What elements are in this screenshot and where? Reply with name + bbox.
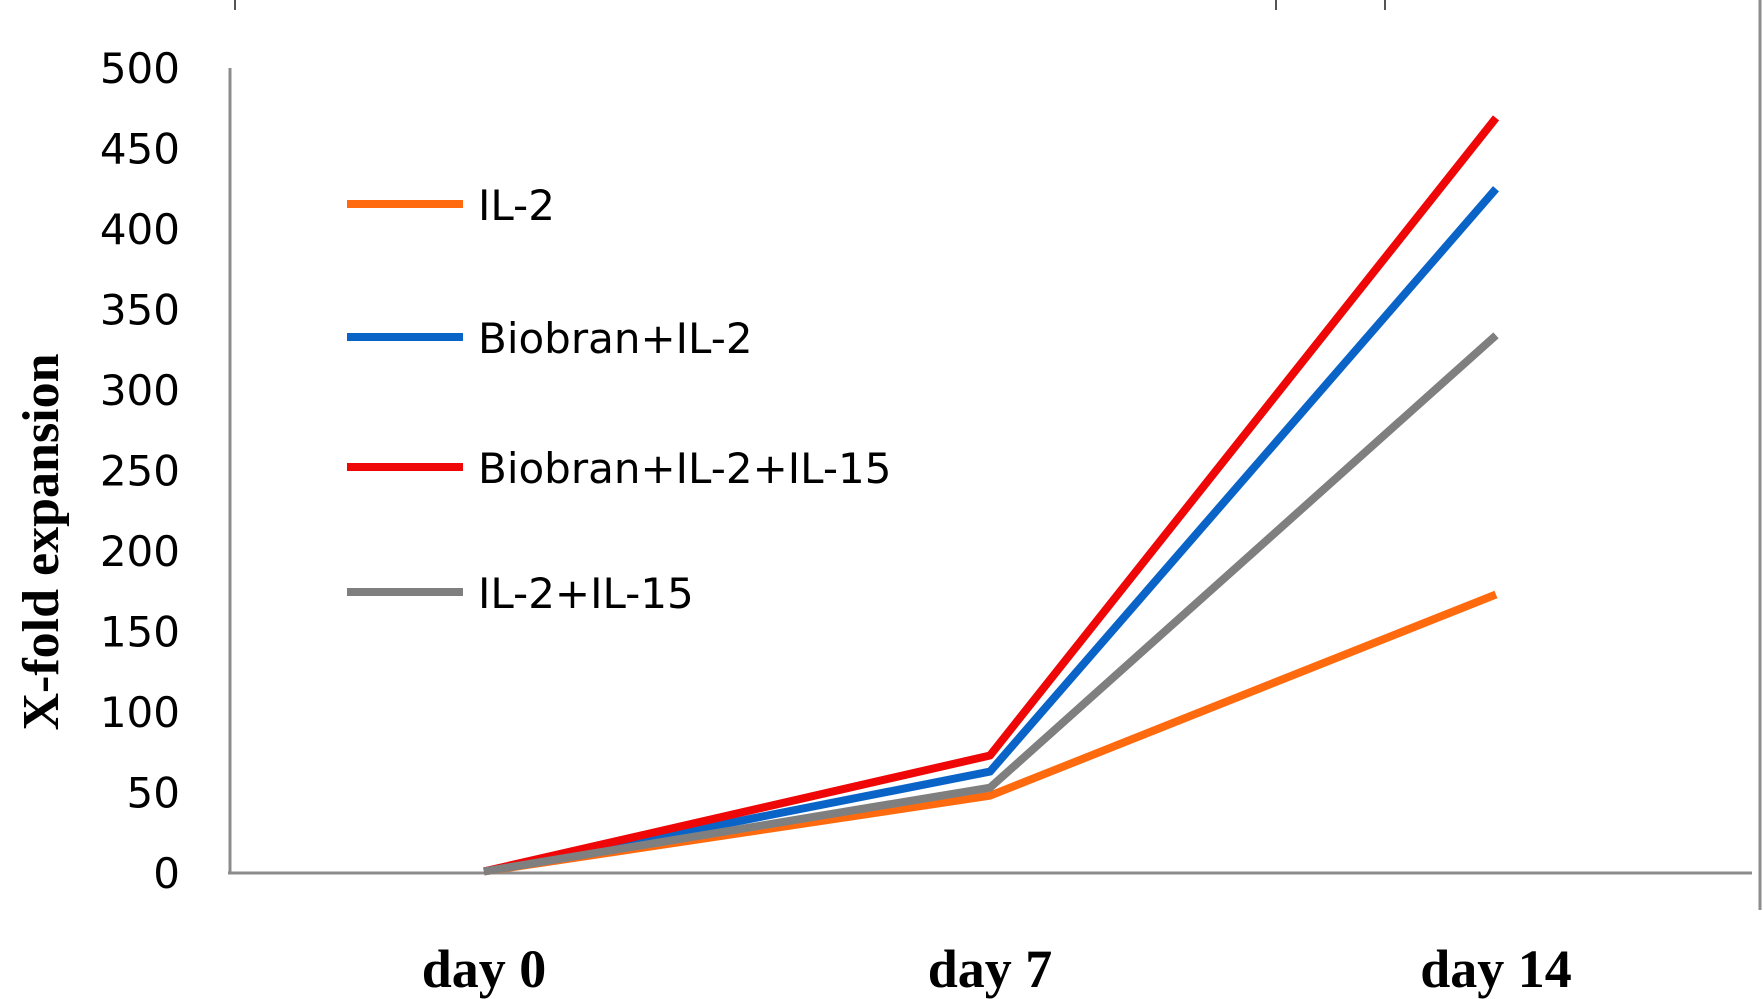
y-axis-title: X-fold expansion	[13, 353, 70, 730]
series-line-biobran-il-2-il-15	[483, 115, 1500, 876]
legend: IL-2 Biobran+IL-2 Biobran+IL-2+IL-15 IL-2+I…	[347, 181, 891, 618]
y-tick-label: 150	[100, 608, 180, 657]
y-tick-label: 500	[100, 44, 180, 93]
y-tick-label: 100	[100, 688, 180, 737]
y-tick-label: 200	[100, 527, 180, 576]
legend-label: Biobran+IL-2+IL-15	[478, 444, 891, 493]
y-tick-label: 250	[100, 447, 180, 496]
y-tick-labels: 0 50 100 150 200 250 300 350 400 450 500	[100, 44, 180, 898]
y-tick-label: 50	[127, 769, 180, 818]
x-category-labels: day 0 day 7 day 14	[422, 939, 1572, 999]
y-tick-label: 450	[100, 125, 180, 174]
series-lines	[483, 115, 1500, 876]
y-tick-label: 350	[100, 286, 180, 335]
x-category-label: day 14	[1420, 939, 1572, 999]
y-tick-label: 0	[153, 849, 180, 898]
series-line-biobran-il-2	[483, 186, 1500, 876]
legend-label: IL-2	[478, 181, 555, 230]
y-tick-label: 300	[100, 366, 180, 415]
series-line-il-2-il-15	[483, 332, 1499, 876]
x-category-label: day 7	[928, 939, 1053, 999]
plot-area	[228, 0, 1762, 910]
series-line-il-2	[483, 590, 1498, 876]
x-category-label: day 0	[422, 939, 547, 999]
legend-label: Biobran+IL-2	[478, 314, 753, 363]
legend-label: IL-2+IL-15	[478, 569, 694, 618]
y-tick-label: 400	[100, 205, 180, 254]
